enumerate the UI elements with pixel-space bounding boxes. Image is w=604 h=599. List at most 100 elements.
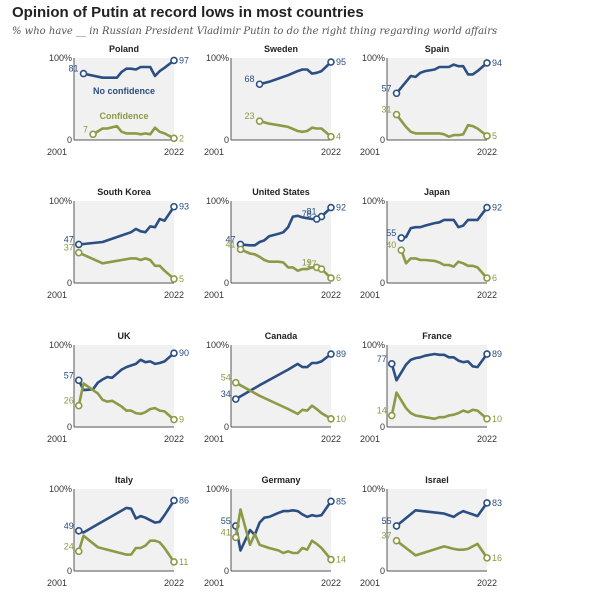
y-tick-label-bottom: 0	[380, 566, 385, 576]
no-confidence-data-label: 95	[336, 57, 346, 67]
no-confidence-data-label: 97	[179, 55, 189, 65]
confidence-point	[483, 554, 491, 562]
no-confidence-data-label: 92	[336, 203, 346, 213]
y-tick-label-top: 100%	[362, 484, 385, 494]
confidence-line	[234, 508, 333, 561]
panel-background	[387, 489, 487, 571]
confidence-data-label: 23	[245, 111, 255, 121]
confidence-data-label: 14	[377, 406, 387, 416]
no-confidence-data-label: 49	[64, 521, 74, 531]
panel-title: Germany	[261, 475, 300, 485]
y-tick-label-bottom: 0	[380, 278, 385, 288]
no-confidence-data-label: 93	[179, 202, 189, 212]
panel-title: Japan	[424, 187, 450, 197]
confidence-line	[399, 248, 489, 280]
no-confidence-data-label: 94	[492, 58, 502, 68]
no-confidence-line	[77, 351, 176, 392]
no-confidence-line	[395, 61, 489, 95]
panel-title: United States	[252, 187, 310, 197]
no-confidence-point	[483, 203, 491, 212]
y-tick-label-bottom: 0	[224, 566, 229, 576]
y-tick-label-bottom: 0	[67, 566, 72, 576]
no-confidence-line	[82, 59, 176, 79]
no-confidence-point	[74, 240, 83, 249]
panel-background	[387, 201, 487, 283]
x-tick-label-start: 2001	[204, 290, 224, 300]
panel-background	[231, 345, 331, 427]
y-tick-label-bottom: 0	[380, 422, 385, 432]
x-tick-label-end: 2022	[477, 147, 497, 157]
no-confidence-data-label: 78	[302, 209, 312, 219]
confidence-point	[74, 248, 83, 257]
y-tick-label-bottom: 0	[224, 278, 229, 288]
x-tick-label-start: 2001	[47, 290, 67, 300]
confidence-data-label: 6	[336, 273, 341, 283]
confidence-data-label: 6	[492, 273, 497, 283]
y-tick-label-top: 100%	[206, 340, 229, 350]
panel-title: Canada	[265, 331, 299, 341]
x-tick-label-end: 2022	[321, 578, 341, 588]
no-confidence-line	[234, 352, 333, 401]
confidence-data-label: 37	[64, 243, 74, 253]
x-tick-label-start: 2001	[360, 147, 380, 157]
confidence-data-label: 10	[492, 414, 502, 424]
y-tick-label-bottom: 0	[67, 278, 72, 288]
confidence-data-label: 26	[64, 396, 74, 406]
confidence-line	[395, 113, 489, 138]
confidence-data-label: 41	[226, 239, 236, 249]
x-tick-label-end: 2022	[321, 290, 341, 300]
no-confidence-point	[170, 496, 178, 505]
confidence-point	[255, 117, 264, 125]
panel-title: UK	[118, 331, 131, 341]
no-confidence-line	[258, 60, 333, 86]
confidence-line	[258, 119, 333, 138]
no-confidence-point	[74, 376, 83, 385]
no-confidence-point	[170, 202, 178, 211]
y-tick-label-top: 100%	[362, 196, 385, 206]
no-confidence-data-label: 57	[382, 83, 392, 93]
x-tick-label-start: 2001	[47, 434, 67, 444]
no-confidence-data-label: 55	[386, 228, 396, 238]
no-confidence-point	[312, 215, 321, 223]
x-tick-label-end: 2022	[164, 578, 184, 588]
confidence-point	[317, 265, 326, 273]
y-tick-label-top: 100%	[362, 340, 385, 350]
confidence-point	[483, 132, 491, 140]
no-confidence-data-label: 89	[492, 349, 502, 359]
no-confidence-line	[77, 205, 176, 246]
x-tick-label-start: 2001	[204, 434, 224, 444]
confidence-point	[483, 414, 491, 423]
confidence-data-label: 7	[83, 124, 88, 134]
confidence-point	[74, 547, 83, 556]
panel-background	[231, 489, 331, 571]
panel-title: Poland	[109, 44, 139, 54]
no-confidence-point	[327, 203, 335, 212]
y-tick-label-bottom: 0	[380, 135, 385, 145]
no-confidence-line	[77, 499, 176, 534]
no-confidence-line	[390, 352, 489, 382]
panel-background	[74, 345, 174, 427]
y-tick-label-bottom: 0	[224, 422, 229, 432]
confidence-point	[392, 110, 401, 119]
no-confidence-data-label: 83	[492, 498, 502, 508]
y-tick-label-top: 100%	[206, 53, 229, 63]
no-confidence-point	[397, 234, 406, 242]
no-confidence-data-label: 86	[179, 495, 189, 505]
x-tick-label-end: 2022	[477, 578, 497, 588]
y-tick-label-top: 100%	[206, 196, 229, 206]
confidence-line	[77, 251, 176, 281]
panel-title: South Korea	[97, 187, 151, 197]
confidence-point	[483, 274, 491, 282]
panel-background	[387, 58, 487, 140]
x-tick-label-end: 2022	[477, 434, 497, 444]
no-confidence-data-label: 81	[306, 207, 316, 217]
no-confidence-point	[79, 69, 88, 78]
confidence-data-label: 5	[179, 274, 184, 284]
confidence-data-label: 37	[382, 531, 392, 541]
